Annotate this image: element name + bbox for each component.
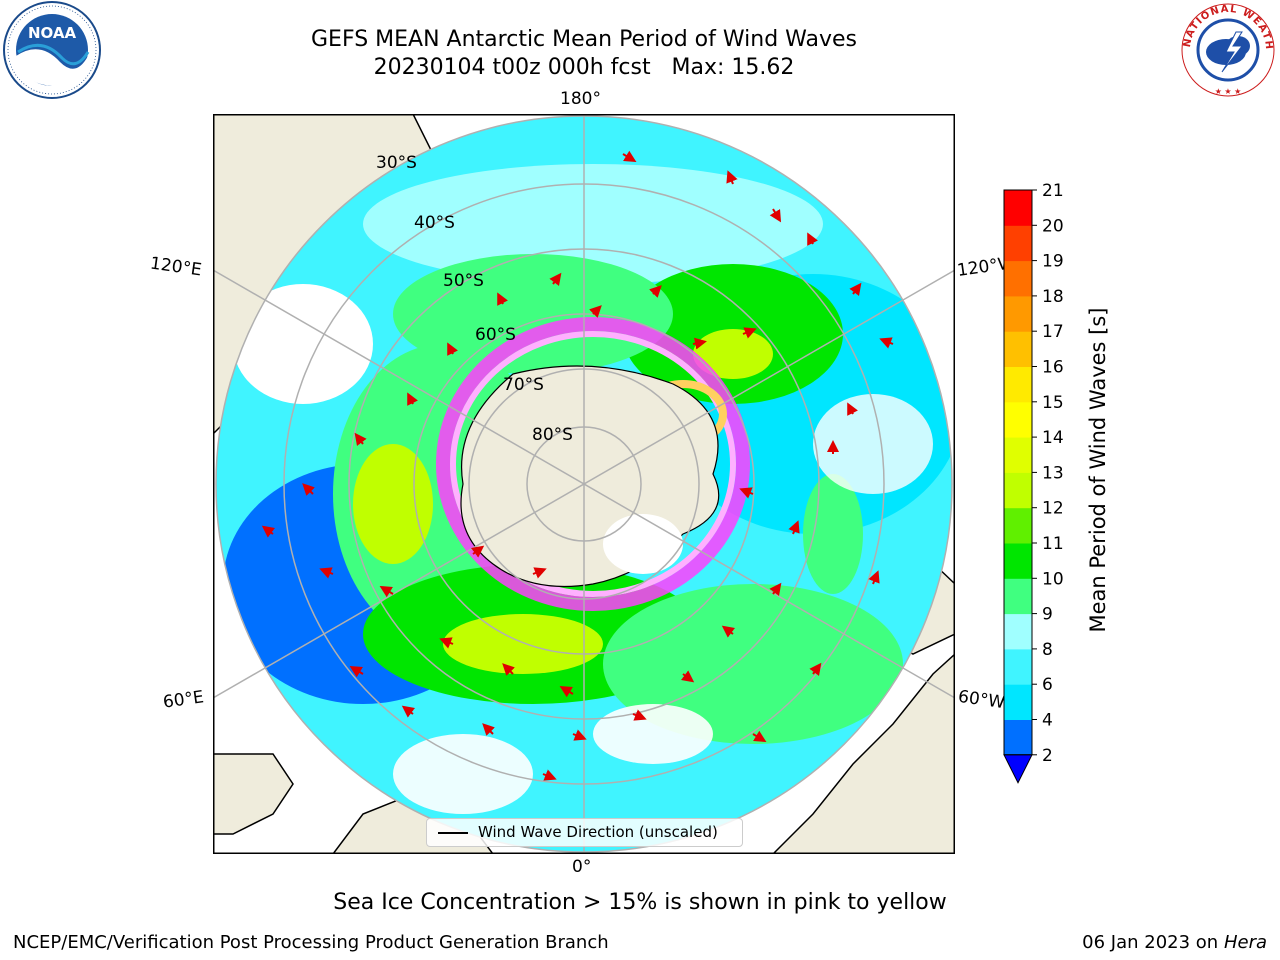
- footer-date: 06 Jan 2023 on Hera: [1082, 932, 1267, 953]
- noaa-logo-icon: NOAA: [3, 1, 101, 99]
- colorbar-tick-label: 11: [1042, 534, 1064, 554]
- footer-machine: Hera: [1223, 932, 1267, 953]
- national-weather-service-logo-icon: NATIONAL WEATHER SERVICE ★ ★ ★: [1178, 2, 1275, 97]
- colorbar-tick-label: 4: [1042, 711, 1053, 731]
- colorbar-under-extension: [1003, 754, 1033, 784]
- chart-subtitle: 20230104 t00z 000h fcst Max: 15.62: [373, 55, 795, 80]
- colorbar-segment: [1004, 578, 1032, 615]
- footer-date-text: 06 Jan 2023 on: [1082, 932, 1224, 953]
- colorbar-segment: [1004, 719, 1032, 756]
- colorbar-tick-label: 13: [1042, 463, 1064, 483]
- lon-label-120e: 120°E: [148, 253, 203, 281]
- wind-wave-arrows: [261, 150, 894, 781]
- colorbar-tick-label: 20: [1042, 216, 1064, 236]
- colorbar-tick-label: 16: [1042, 358, 1064, 378]
- colorbar-segment: [1004, 472, 1032, 509]
- colorbar-tick-label: 17: [1042, 322, 1064, 342]
- lon-label-0: 0°: [572, 857, 592, 877]
- colorbar-segment: [1004, 507, 1032, 544]
- colorbar-tick-label: 9: [1042, 605, 1053, 625]
- colorbar-tick-label: 10: [1042, 569, 1064, 589]
- colorbar-tick-label: 2: [1042, 746, 1053, 766]
- colorbar-segment: [1004, 437, 1032, 473]
- colorbar: 2 4 6 8 9 10 11 12 13 14 15 16 17 18 19 20 21: [1003, 181, 1064, 784]
- colorbar-segment: [1004, 260, 1032, 297]
- colorbar-segment: [1004, 331, 1032, 367]
- lat-label-70s: 70°S: [503, 375, 544, 395]
- polar-map[interactable]: [213, 114, 955, 854]
- colorbar-segment: [1004, 366, 1032, 403]
- legend-line-icon: [438, 832, 468, 834]
- colorbar-tick-label: 6: [1042, 675, 1053, 695]
- ice-shelf: [603, 514, 683, 574]
- colorbar-segment: [1004, 543, 1032, 579]
- svg-text:★ ★ ★: ★ ★ ★: [1215, 87, 1242, 96]
- lat-label-40s: 40°S: [414, 213, 455, 233]
- colorbar-tick-label: 19: [1042, 252, 1064, 272]
- chart-title: GEFS MEAN Antarctic Mean Period of Wind …: [311, 27, 857, 52]
- footer-credit: NCEP/EMC/Verification Post Processing Pr…: [13, 932, 609, 953]
- colorbar-segment: [1004, 190, 1032, 226]
- colorbar-tick-label: 14: [1042, 428, 1064, 448]
- lat-label-60s: 60°S: [475, 325, 516, 345]
- colorbar-segment: [1004, 225, 1032, 262]
- colorbar-tick-label: 15: [1042, 393, 1064, 413]
- lat-label-80s: 80°S: [532, 425, 573, 445]
- lat-label-30s: 30°S: [376, 153, 417, 173]
- noaa-logo-text: NOAA: [28, 24, 77, 42]
- map-frame-border: [213, 114, 955, 854]
- colorbar-segment: [1004, 295, 1032, 332]
- colorbar-segment: [1004, 613, 1032, 650]
- lat-label-50s: 50°S: [443, 271, 484, 291]
- colorbar-segment: [1004, 684, 1032, 720]
- colorbar-tick-label: 8: [1042, 640, 1053, 660]
- colorbar-tick-label: 21: [1042, 181, 1064, 201]
- colorbar-tick-label: 18: [1042, 287, 1064, 307]
- colorbar-segment: [1004, 648, 1032, 685]
- lon-label-180: 180°: [560, 89, 601, 109]
- colorbar-segment: [1004, 401, 1032, 438]
- lon-label-60e: 60°E: [161, 687, 206, 713]
- colorbar-tick-label: 12: [1042, 499, 1064, 519]
- colorbar-label: Mean Period of Wind Waves [s]: [1086, 307, 1110, 633]
- sea-ice-note: Sea Ice Concentration > 15% is shown in …: [333, 890, 947, 915]
- graticule: [213, 114, 955, 854]
- map-legend: Wind Wave Direction (unscaled): [426, 818, 743, 847]
- legend-label: Wind Wave Direction (unscaled): [478, 823, 718, 841]
- map-content: [213, 114, 955, 854]
